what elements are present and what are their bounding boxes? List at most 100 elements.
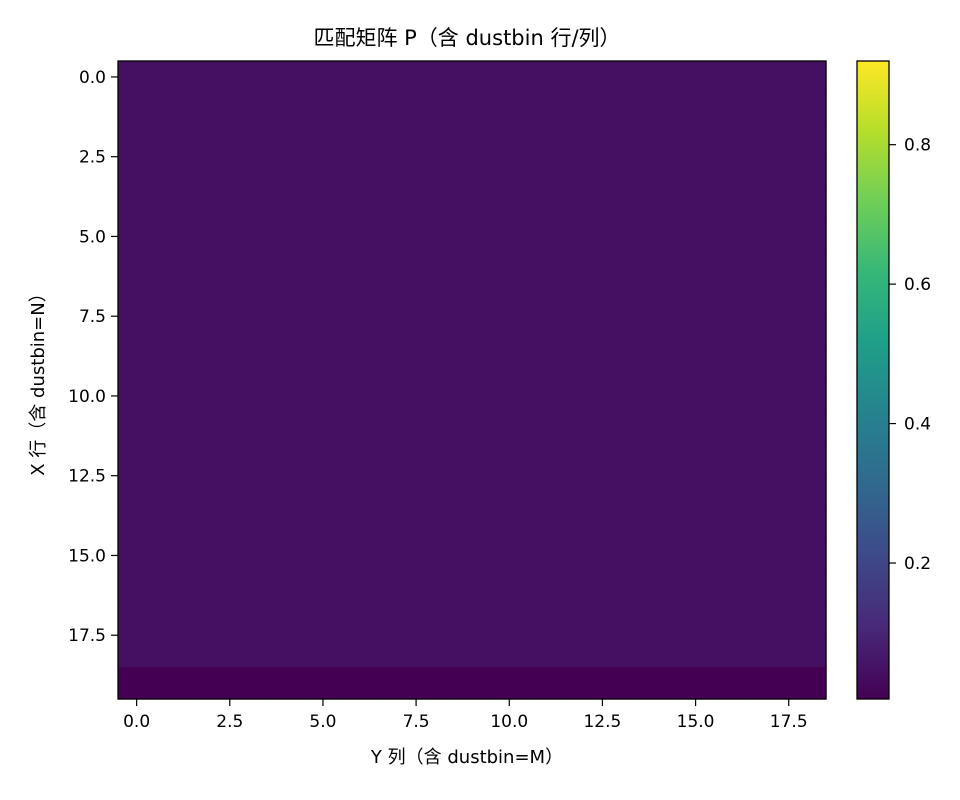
heatmap-cell — [341, 316, 380, 349]
heatmap-cell — [527, 475, 566, 509]
heatmap-cell — [416, 348, 454, 381]
heatmap-cell — [751, 411, 790, 445]
heatmap-cell — [192, 188, 231, 222]
y-tick-label: 15.0 — [68, 546, 106, 566]
heatmap-cell — [602, 316, 641, 349]
heatmap-cell — [490, 284, 529, 317]
heatmap-cell — [304, 92, 343, 126]
colorbar-tick-label: 0.4 — [904, 415, 931, 435]
heatmap-cell — [118, 316, 156, 349]
heatmap-cell — [602, 603, 641, 636]
heatmap-cell — [378, 188, 417, 222]
heatmap-cell — [676, 156, 715, 190]
heatmap-cell — [490, 603, 529, 636]
heatmap-cell — [714, 380, 753, 413]
heatmap-cell — [788, 92, 827, 126]
heatmap-cell — [192, 124, 231, 158]
heatmap-cell — [676, 380, 715, 413]
heatmap-cell — [378, 124, 417, 158]
heatmap-cell — [751, 380, 790, 413]
heatmap-cell — [565, 316, 604, 349]
heatmap-cell — [267, 348, 305, 381]
heatmap-cell — [192, 92, 231, 126]
x-tick-label: 12.5 — [583, 712, 621, 732]
heatmap-cell — [751, 443, 790, 477]
heatmap-cell — [602, 61, 641, 94]
heatmap-cell — [676, 124, 715, 158]
heatmap-cell — [714, 411, 753, 445]
x-tick-label: 17.5 — [770, 712, 808, 732]
heatmap-cell — [155, 92, 194, 126]
heatmap-cell — [229, 507, 268, 541]
heatmap-cell — [341, 380, 380, 413]
heatmap-cell — [453, 667, 492, 700]
heatmap-cell — [676, 507, 715, 541]
heatmap-cell — [304, 667, 343, 700]
heatmap-cell — [192, 411, 231, 445]
heatmap-cell — [304, 411, 343, 445]
heatmap-cell — [751, 507, 790, 541]
heatmap-cell — [788, 443, 827, 477]
heatmap-cell — [676, 348, 715, 381]
heatmap-cell — [676, 411, 715, 445]
heatmap-cell — [378, 348, 417, 381]
heatmap-cell — [267, 603, 305, 636]
heatmap-cell — [453, 539, 492, 572]
heatmap-cell — [118, 156, 156, 190]
heatmap-cell — [453, 124, 492, 158]
colorbar-tick-label: 0.2 — [904, 554, 931, 574]
y-axis-ticks: 0.0 2.5 5.0 7.5 10.0 12.5 15.0 17.5 — [68, 68, 118, 646]
heatmap-cell — [788, 475, 827, 509]
heatmap-cell — [378, 635, 417, 668]
heatmap-cell — [527, 124, 566, 158]
heatmap-cell — [304, 603, 343, 636]
heatmap-cell — [527, 443, 566, 477]
heatmap-cell — [229, 571, 268, 604]
heatmap-cell — [788, 188, 827, 222]
heatmap-cell — [304, 316, 343, 349]
heatmap-cell — [714, 61, 753, 94]
heatmap-cell — [453, 61, 492, 94]
heatmap-cell — [639, 188, 678, 222]
heatmap-cell — [229, 92, 268, 126]
heatmap-cell — [788, 348, 827, 381]
heatmap-cell — [192, 348, 231, 381]
heatmap-cell — [565, 61, 604, 94]
heatmap-cell — [639, 348, 678, 381]
heatmap-cell — [490, 220, 529, 253]
chart-title: 匹配矩阵 P（含 dustbin 行/列） — [313, 26, 620, 50]
heatmap-cell — [155, 124, 194, 158]
x-tick-label: 5.0 — [309, 712, 336, 732]
heatmap-cell — [304, 284, 343, 317]
x-tick-label: 2.5 — [216, 712, 243, 732]
heatmap-cell — [267, 156, 305, 190]
heatmap-cell — [639, 571, 678, 604]
heatmap-cell — [788, 156, 827, 190]
heatmap-cell — [602, 348, 641, 381]
heatmap-cell — [490, 252, 529, 285]
heatmap-cell — [118, 61, 156, 94]
heatmap-cell — [416, 61, 454, 94]
heatmap-cell — [602, 252, 641, 285]
heatmap-cell — [565, 475, 604, 509]
heatmap-cell — [416, 571, 454, 604]
heatmap-cell — [155, 316, 194, 349]
heatmap-cell — [788, 539, 827, 572]
heatmap-cell — [751, 571, 790, 604]
heatmap-cell — [602, 92, 641, 126]
heatmap-cell — [341, 667, 380, 700]
heatmap-cell — [714, 348, 753, 381]
heatmap-cell — [267, 284, 305, 317]
heatmap-cell — [378, 539, 417, 572]
heatmap-cell — [229, 443, 268, 477]
heatmap-cell — [192, 284, 231, 317]
heatmap-cell — [378, 316, 417, 349]
heatmap-cell — [453, 380, 492, 413]
heatmap-cell — [378, 475, 417, 509]
heatmap-cell — [490, 92, 529, 126]
heatmap-cell — [416, 635, 454, 668]
heatmap-cell — [341, 539, 380, 572]
colorbar-tick-label: 0.8 — [904, 136, 931, 156]
heatmap-cell — [714, 284, 753, 317]
